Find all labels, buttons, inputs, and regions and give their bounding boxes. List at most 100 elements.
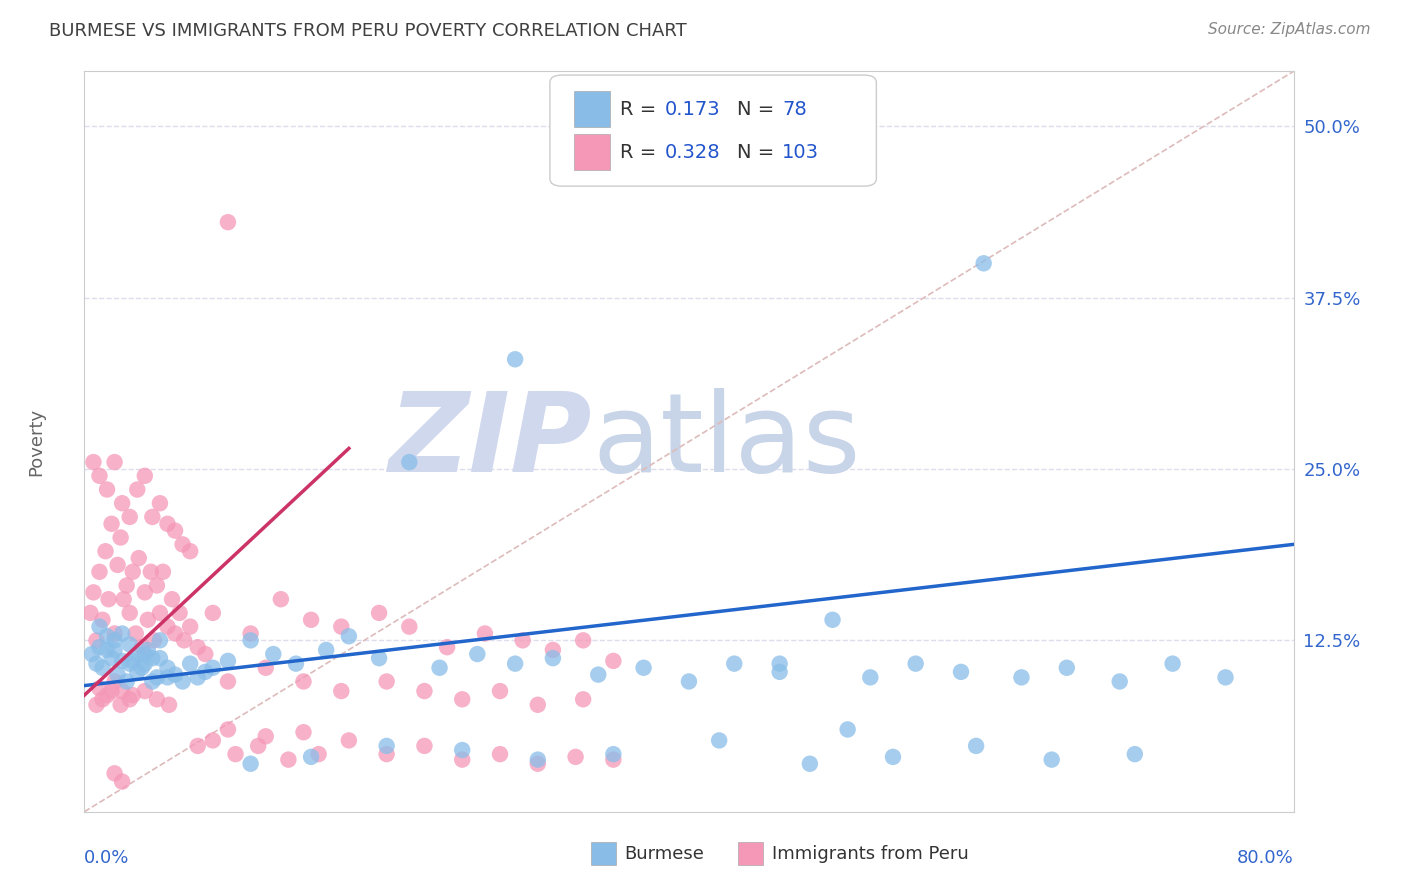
Point (141, 674, 163, 689)
Point (277, 753, 299, 767)
Point (225, 747, 247, 761)
Point (564, 750, 586, 764)
Point (503, 657, 526, 671)
Point (194, 665, 217, 679)
Text: ZIP: ZIP (388, 388, 592, 495)
Point (118, 606, 141, 620)
Point (89, 681, 111, 696)
Point (330, 684, 353, 698)
Point (111, 774, 134, 789)
Point (91, 661, 114, 675)
Point (337, 629, 360, 643)
Point (398, 619, 420, 633)
Point (308, 747, 330, 761)
Point (96, 483, 118, 497)
Point (633, 661, 655, 675)
Point (115, 674, 138, 689)
Text: Immigrants from Peru: Immigrants from Peru (772, 845, 969, 863)
Point (299, 750, 322, 764)
Text: N =: N = (737, 143, 780, 161)
Point (413, 684, 436, 698)
Point (82, 585, 104, 599)
Point (112, 592, 135, 607)
Point (1040, 753, 1063, 767)
Point (678, 674, 700, 689)
Point (217, 674, 239, 689)
Point (882, 750, 904, 764)
Point (1056, 661, 1078, 675)
Point (156, 619, 179, 633)
Point (398, 455, 420, 469)
FancyBboxPatch shape (550, 75, 876, 186)
Point (134, 657, 156, 671)
Bar (574, 91, 610, 127)
Text: atlas: atlas (592, 388, 860, 495)
Point (179, 657, 201, 671)
Point (285, 657, 308, 671)
Point (217, 723, 239, 737)
Point (131, 640, 153, 655)
Point (107, 667, 129, 681)
Point (541, 643, 564, 657)
Text: 0.0%: 0.0% (84, 849, 129, 867)
Point (127, 647, 149, 661)
Point (82, 455, 104, 469)
Point (121, 688, 143, 702)
Point (86, 698, 108, 712)
Point (1215, 670, 1237, 684)
Point (141, 510, 163, 524)
Point (239, 626, 262, 640)
Point (489, 684, 512, 698)
Point (128, 551, 150, 566)
Point (262, 647, 284, 661)
Point (146, 578, 169, 592)
Point (541, 651, 564, 665)
Point (104, 626, 127, 640)
Point (165, 626, 187, 640)
Point (86, 633, 108, 648)
Point (156, 661, 179, 675)
Point (89, 468, 111, 483)
Point (588, 667, 610, 681)
Point (247, 739, 270, 753)
Point (80, 647, 103, 661)
Text: 78: 78 (782, 100, 807, 119)
Point (100, 516, 122, 531)
Point (821, 613, 844, 627)
Point (602, 747, 624, 761)
Point (104, 674, 127, 689)
Point (1123, 747, 1146, 761)
Point (134, 468, 156, 483)
Point (96, 688, 118, 702)
Point (299, 613, 322, 627)
Point (837, 723, 859, 737)
Text: 103: 103 (782, 143, 820, 161)
Point (217, 215, 239, 229)
Point (451, 743, 474, 757)
Point (254, 729, 277, 743)
Point (451, 692, 474, 706)
Point (91, 613, 114, 627)
Point (859, 670, 882, 684)
Text: 0.328: 0.328 (665, 143, 720, 161)
Point (904, 657, 927, 671)
Point (127, 665, 149, 679)
Point (136, 643, 159, 657)
Point (172, 537, 194, 551)
Point (100, 651, 122, 665)
Point (111, 626, 134, 640)
Point (769, 657, 792, 671)
Point (572, 692, 595, 706)
Point (146, 692, 169, 706)
Point (239, 633, 262, 648)
Point (152, 565, 174, 579)
Point (134, 585, 156, 599)
Point (169, 606, 191, 620)
Point (1161, 657, 1184, 671)
Point (489, 747, 512, 761)
Point (79, 606, 101, 620)
Point (503, 352, 526, 367)
Point (127, 483, 149, 497)
Point (201, 606, 224, 620)
Text: 0.173: 0.173 (665, 100, 720, 119)
